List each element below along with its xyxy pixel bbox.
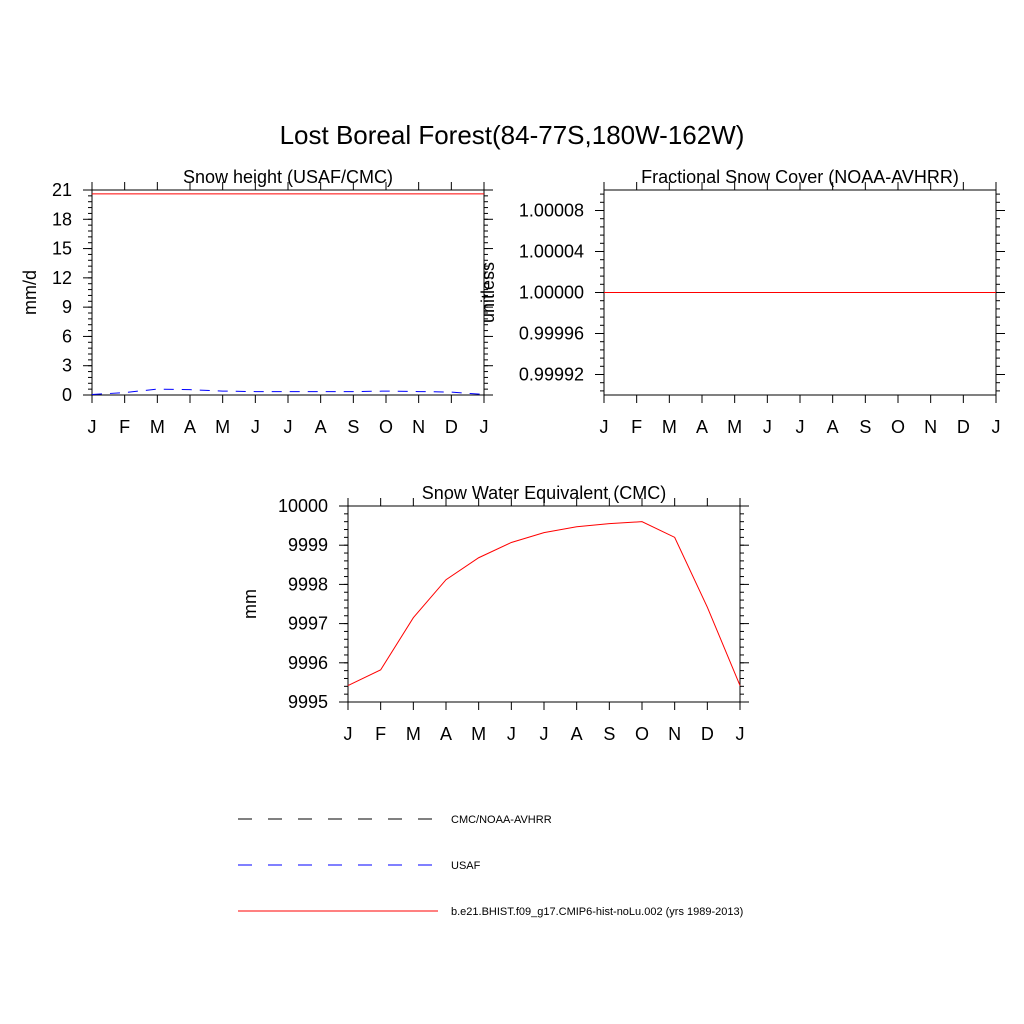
y-tick-label: 9 — [62, 297, 72, 317]
x-tick-label: O — [891, 417, 905, 437]
chart-panel-2: Fractional Snow Cover (NOAA-AVHRR)J F M A M J… — [478, 167, 1005, 437]
y-tick-label: 9999 — [288, 535, 328, 555]
page-title: Lost Boreal Forest(84-77S,180W-162W) — [279, 120, 745, 150]
y-tick-label: 0.99996 — [519, 324, 584, 344]
x-tick-label: S — [603, 724, 615, 744]
y-tick-label: 0 — [62, 385, 72, 405]
x-tick-label: A — [696, 417, 708, 437]
y-tick-label: 21 — [52, 180, 72, 200]
x-tick-label: M — [662, 417, 677, 437]
x-tick-label: J — [796, 417, 805, 437]
x-tick-label: J — [992, 417, 1001, 437]
x-tick-label: D — [701, 724, 714, 744]
y-tick-label: 9997 — [288, 614, 328, 634]
legend-label: b.e21.BHIST.f09_g17.CMIP6-hist-noLu.002 … — [451, 906, 743, 918]
x-tick-label: A — [440, 724, 452, 744]
y-tick-label: 1.00000 — [519, 283, 584, 303]
x-tick-label: O — [635, 724, 649, 744]
plot-frame — [91, 189, 485, 396]
x-tick-label: D — [445, 417, 458, 437]
y-tick-label: 9996 — [288, 653, 328, 673]
x-tick-label: A — [571, 724, 583, 744]
x-tick-label: S — [347, 417, 359, 437]
x-tick-label: J — [507, 724, 516, 744]
series-line-usaf — [91, 388, 485, 396]
x-tick-label: O — [379, 417, 393, 437]
y-tick-label: 9995 — [288, 692, 328, 712]
x-tick-label: J — [736, 724, 745, 744]
x-tick-label: J — [344, 724, 353, 744]
x-tick-label: F — [119, 417, 130, 437]
panel-title: Snow height (USAF/CMC) — [183, 167, 393, 187]
y-tick-label: 6 — [62, 326, 72, 346]
x-tick-label: J — [251, 417, 260, 437]
y-tick-label: 1.00004 — [519, 242, 584, 262]
legend-label: USAF — [451, 860, 481, 872]
legend: CMC/NOAA-AVHRR USAF b.e21.BHIST.f09_g17.CM… — [238, 814, 743, 918]
y-tick-label: 3 — [62, 356, 72, 376]
x-tick-label: F — [631, 417, 642, 437]
legend-label: CMC/NOAA-AVHRR — [451, 814, 552, 826]
x-tick-label: N — [668, 724, 681, 744]
x-tick-label: M — [215, 417, 230, 437]
x-tick-label: J — [540, 724, 549, 744]
y-tick-label: 9998 — [288, 574, 328, 594]
y-tick-label: 18 — [52, 209, 72, 229]
x-tick-label: A — [827, 417, 839, 437]
x-tick-label: J — [88, 417, 97, 437]
x-tick-label: M — [471, 724, 486, 744]
plot-frame — [347, 505, 741, 703]
y-axis-label: unitless — [478, 262, 498, 323]
y-tick-label: 15 — [52, 239, 72, 259]
panel-title: Snow Water Equivalent (CMC) — [422, 483, 666, 503]
y-tick-label: 1.00008 — [519, 201, 584, 221]
x-tick-label: D — [957, 417, 970, 437]
x-tick-label: J — [600, 417, 609, 437]
x-tick-label: J — [763, 417, 772, 437]
x-tick-label: M — [150, 417, 165, 437]
y-tick-label: 10000 — [278, 496, 328, 516]
x-tick-label: A — [184, 417, 196, 437]
x-tick-label: A — [315, 417, 327, 437]
chart-panel-3: Snow Water Equivalent (CMC)J F M A M J J A S O N D J… — [240, 483, 749, 744]
y-tick-label: 12 — [52, 268, 72, 288]
y-axis-label: mm/d — [20, 270, 40, 315]
x-tick-label: J — [480, 417, 489, 437]
x-tick-label: S — [859, 417, 871, 437]
x-tick-label: M — [406, 724, 421, 744]
x-tick-label: F — [375, 724, 386, 744]
y-tick-label: 0.99992 — [519, 365, 584, 385]
series-line-model — [347, 521, 741, 686]
x-tick-label: J — [284, 417, 293, 437]
chart-panel-1: Snow height (USAF/CMC)J F M A M J J A S O N D J03691… — [20, 167, 493, 437]
x-tick-label: M — [727, 417, 742, 437]
panel-title: Fractional Snow Cover (NOAA-AVHRR) — [641, 167, 959, 187]
y-axis-label: mm — [240, 589, 260, 619]
x-tick-label: N — [924, 417, 937, 437]
x-tick-label: N — [412, 417, 425, 437]
